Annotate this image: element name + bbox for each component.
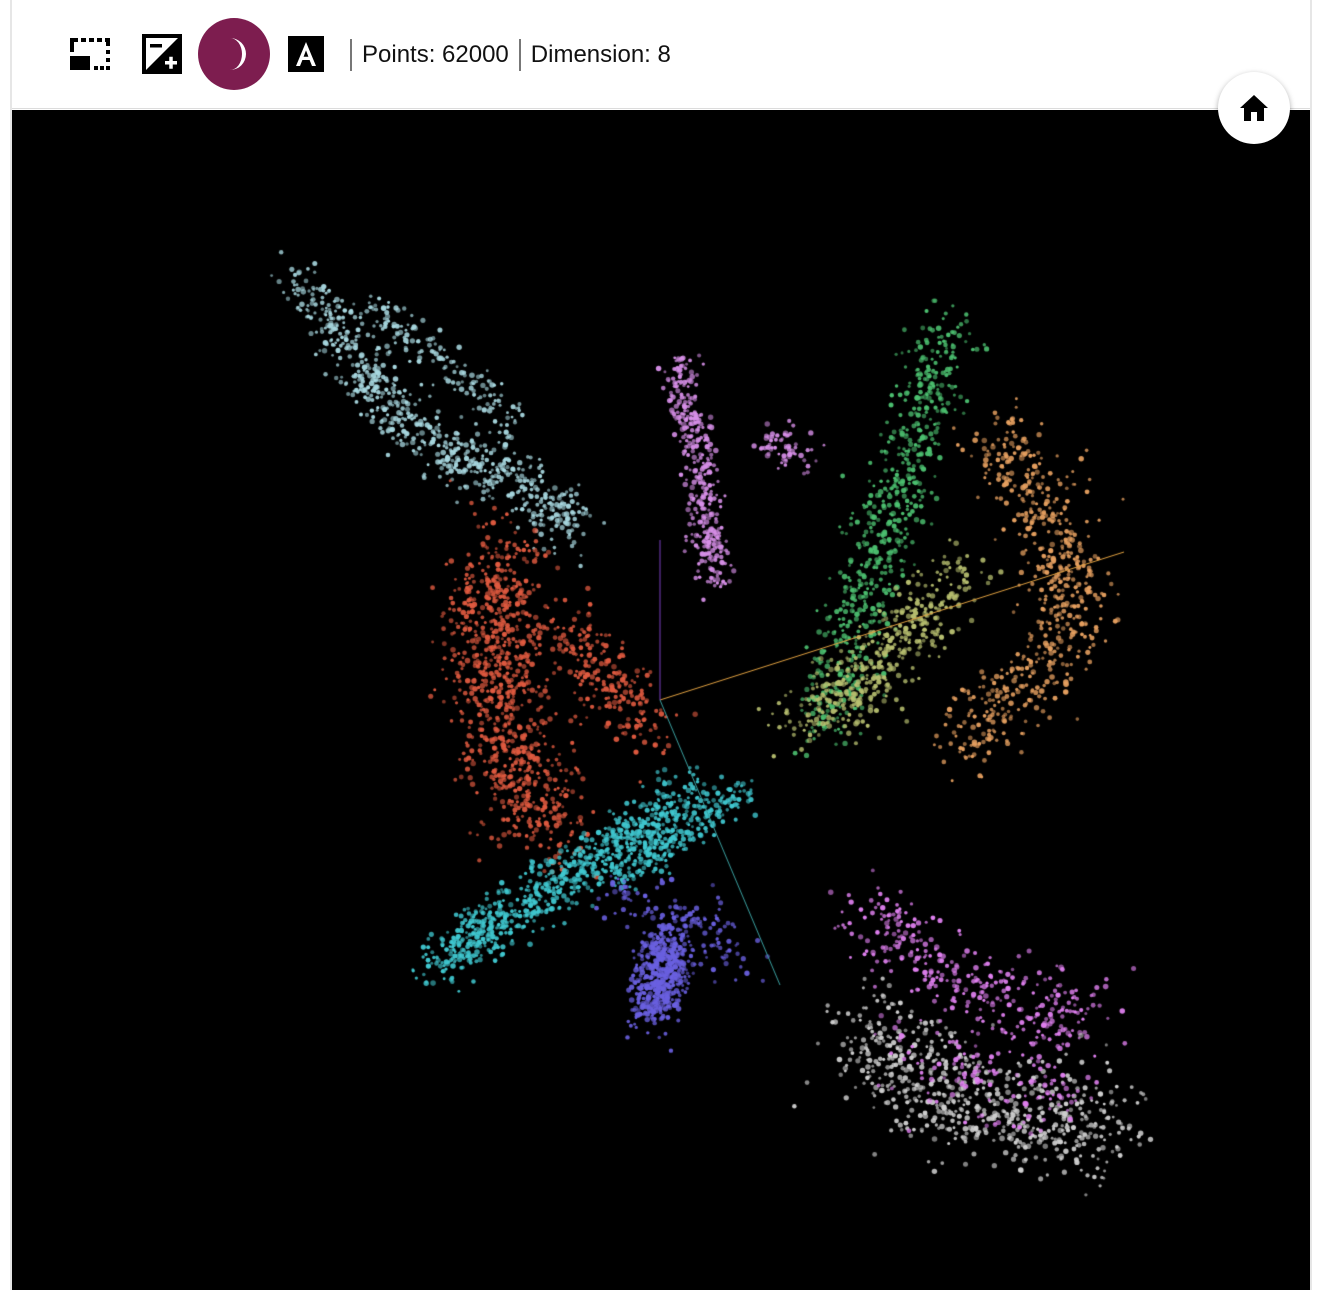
exposure-button[interactable] <box>126 18 198 90</box>
selection-box-icon <box>70 38 110 70</box>
moon-icon <box>230 38 246 70</box>
point-cloud-canvas[interactable] <box>12 110 1310 1290</box>
stats-divider <box>518 39 521 71</box>
home-icon <box>1240 95 1268 121</box>
dark-mode-button[interactable] <box>198 18 270 90</box>
exposure-icon <box>142 34 182 74</box>
page-edge-right <box>1310 0 1312 1290</box>
letter-a-icon <box>288 36 324 72</box>
dimension-count: Dimension: 8 <box>530 41 671 68</box>
page-edge-left <box>10 0 12 1290</box>
stats-divider <box>350 39 352 71</box>
selection-button[interactable] <box>54 18 126 90</box>
toolbar: Points: 62000 Dimension: 8 <box>12 0 1310 109</box>
stats-bar: Points: 62000 Dimension: 8 <box>350 38 671 72</box>
home-button[interactable] <box>1218 72 1290 144</box>
scatter-viewport[interactable] <box>12 110 1310 1290</box>
points-count: Points: 62000 <box>362 41 509 68</box>
labels-button[interactable] <box>270 18 342 90</box>
